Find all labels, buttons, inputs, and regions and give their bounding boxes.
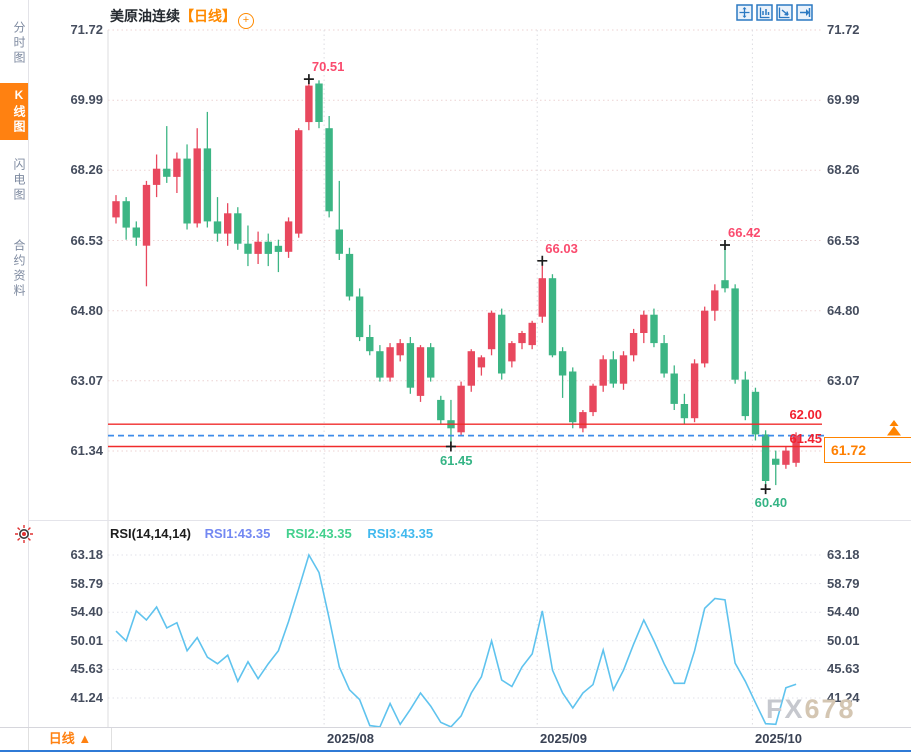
price-axis-label: 69.99 (70, 92, 103, 107)
rsi-params-label: RSI(14,14,14) (110, 526, 191, 541)
chevron-up-icon: ▲ (78, 731, 92, 746)
price-axis-label: 63.07 (70, 373, 103, 388)
rsi-axis-label: 63.18 (70, 547, 103, 562)
rsi-axis-label: 63.18 (827, 547, 860, 562)
price-axis-label: 66.53 (827, 233, 860, 248)
rsi1-value-label: RSI1:43.35 (204, 526, 271, 541)
rsi-axis-label: 54.40 (70, 604, 103, 619)
symbol-title: 美原油连续 (110, 8, 180, 24)
rsi-axis-label: 58.79 (827, 576, 860, 591)
sidebar: 分时图 K线图 闪电图 合约资料 (0, 0, 29, 752)
jump-latest-icon[interactable] (796, 4, 813, 21)
sidebar-item-flash-chart[interactable]: 闪电图 (12, 157, 26, 203)
indicator-settings-icon[interactable] (14, 524, 34, 544)
sidebar-item-contract-info[interactable]: 合约资料 (12, 239, 26, 299)
bottom-bar: 日线 ▲ 2025/08 2025/09 2025/10 (0, 727, 911, 751)
price-axis-label: 64.80 (827, 303, 860, 318)
scale-left-icon[interactable] (756, 4, 773, 21)
support-line-label: 61.45 (789, 431, 822, 446)
price-annotation: 66.03 (545, 240, 578, 256)
window-bottom-edge (0, 750, 911, 752)
scale-right-icon[interactable] (776, 4, 793, 21)
rsi3-value-label: RSI3:43.35 (367, 526, 434, 541)
panel-separator (28, 520, 911, 521)
sidebar-item-candle-chart[interactable]: K线图 (0, 83, 28, 140)
price-axis-label: 61.34 (70, 443, 103, 458)
rsi-axis-label: 54.40 (827, 604, 860, 619)
price-annotation: 70.51 (311, 59, 345, 75)
x-axis-label-aug: 2025/08 (327, 731, 374, 746)
x-axis-label-oct: 2025/10 (755, 731, 802, 746)
rsi-axis-label: 41.24 (70, 690, 103, 705)
price-axis-label: 71.72 (827, 22, 860, 37)
watermark: FX678 (766, 694, 856, 724)
price-annotation: 60.40 (754, 495, 788, 511)
toolbar (736, 4, 813, 21)
resistance-line-label: 62.00 (789, 407, 822, 422)
period-selector-button[interactable]: 日线 ▲ (28, 728, 112, 751)
add-indicator-icon[interactable]: + (238, 13, 254, 29)
price-axis-label: 64.80 (70, 303, 103, 318)
crosshair-move-icon[interactable] (736, 4, 753, 21)
chart-header: 美原油连续【日线】 + (110, 6, 254, 29)
rsi-header: RSI(14,14,14) RSI1:43.35 RSI2:43.35 RSI3… (110, 526, 445, 541)
price-annotation: 66.42 (728, 224, 761, 240)
price-axis-label: 63.07 (827, 373, 860, 388)
price-axis-label: 66.53 (70, 233, 103, 248)
rsi-axis-label: 45.63 (827, 661, 860, 676)
rsi2-value-label: RSI2:43.35 (285, 526, 352, 541)
price-up-arrow-icon (887, 420, 901, 436)
rsi-axis-label: 50.01 (827, 633, 860, 648)
price-annotation: 61.45 (439, 452, 473, 468)
current-price-box: 61.72 (824, 437, 911, 463)
period-tag: 【日线】 (180, 8, 236, 24)
rsi-axis-label: 58.79 (70, 576, 103, 591)
price-axis-label: 71.72 (70, 22, 103, 37)
rsi-axis-label: 41.24 (827, 690, 860, 705)
price-axis-label: 69.99 (827, 92, 860, 107)
price-axis-label: 68.26 (70, 162, 103, 177)
sidebar-item-time-chart[interactable]: 分时图 (12, 20, 26, 66)
rsi-axis-label: 50.01 (70, 633, 103, 648)
rsi-axis-label: 45.63 (70, 661, 103, 676)
price-axis-label: 68.26 (827, 162, 860, 177)
x-axis-label-sep: 2025/09 (540, 731, 587, 746)
